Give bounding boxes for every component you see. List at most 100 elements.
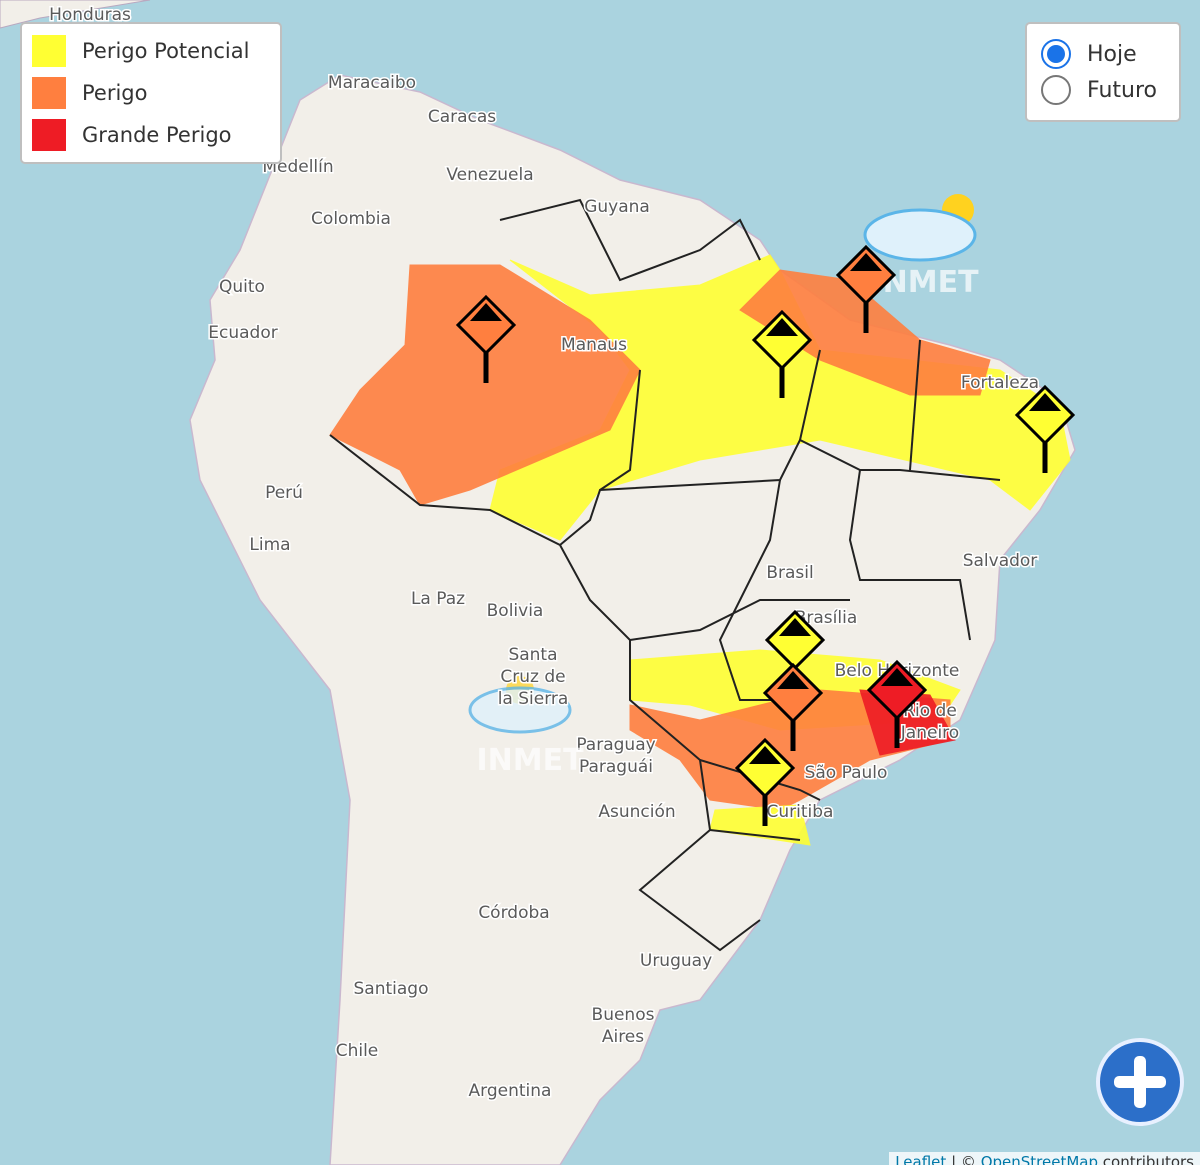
place-label-line: La Paz — [411, 589, 465, 609]
place-label: Ecuador — [208, 323, 277, 343]
place-label-line: Lima — [249, 535, 290, 555]
attribution: Leaflet | © OpenStreetMap contributors — [889, 1152, 1200, 1165]
day-option[interactable]: Futuro — [1027, 72, 1179, 108]
place-label: Bolivia — [487, 601, 544, 621]
legend: Perigo Potencial Perigo Grande Perigo — [20, 22, 282, 164]
marker-icon — [766, 318, 798, 336]
place-label: Chile — [336, 1041, 379, 1061]
marker-sign — [751, 309, 813, 371]
place-label-line: Caracas — [428, 107, 496, 127]
marker-icon — [850, 253, 882, 271]
place-label-line: Ecuador — [208, 323, 277, 343]
marker-sign — [455, 294, 517, 356]
place-label-line: Fortaleza — [961, 373, 1039, 393]
place-label: La Paz — [411, 589, 465, 609]
marker-icon — [779, 618, 811, 636]
place-label-line: Asunción — [598, 802, 675, 822]
alert-marker[interactable] — [835, 244, 897, 333]
place-label: Fortaleza — [961, 373, 1039, 393]
alert-marker[interactable] — [1014, 384, 1076, 473]
place-label-line: Brasília — [795, 608, 858, 628]
place-label: Colombia — [311, 209, 391, 229]
alert-marker[interactable] — [751, 309, 813, 398]
place-label: São Paulo — [805, 763, 888, 783]
place-label: Córdoba — [478, 903, 549, 923]
watermark: INMET — [476, 743, 584, 778]
alert-marker[interactable] — [455, 294, 517, 383]
legend-item: Grande Perigo — [22, 114, 280, 156]
day-selector: Hoje Futuro — [1025, 22, 1181, 122]
legend-label: Perigo Potencial — [82, 39, 250, 63]
place-label-line: Salvador — [963, 551, 1038, 571]
place-label-line: Manaus — [561, 335, 627, 355]
place-label: Caracas — [428, 107, 496, 127]
place-label: Paraguay Paraguái — [576, 735, 655, 777]
place-label-line: Venezuela — [446, 165, 533, 185]
place-label-line: Maracaibo — [328, 73, 416, 93]
alert-markers — [455, 244, 1076, 826]
leaflet-link[interactable]: Leaflet — [895, 1153, 947, 1165]
place-label-line: Cruz de — [500, 667, 565, 687]
marker-sign — [734, 737, 796, 799]
place-label: Manaus — [561, 335, 627, 355]
marker-icon — [777, 671, 809, 689]
legend-swatch — [32, 119, 66, 151]
place-label-line: Santiago — [354, 979, 429, 999]
place-label-line: Aires — [602, 1027, 644, 1047]
legend-item: Perigo — [22, 72, 280, 114]
place-label: Salvador — [963, 551, 1038, 571]
osm-link[interactable]: OpenStreetMap — [980, 1153, 1098, 1165]
place-label-line: Perú — [265, 483, 303, 503]
place-label-line: Uruguay — [640, 951, 712, 971]
alert-marker[interactable] — [762, 662, 824, 751]
place-label: Rio de Janeiro — [900, 701, 959, 743]
place-label-line: Quito — [219, 277, 265, 297]
place-label-line: la Sierra — [498, 689, 569, 709]
place-label: Argentina — [469, 1081, 552, 1101]
place-label-line: Janeiro — [900, 723, 959, 743]
day-option-label: Futuro — [1087, 77, 1157, 103]
place-label: Brasília — [795, 608, 858, 628]
attribution-suffix: contributors — [1102, 1153, 1194, 1165]
marker-sign — [1014, 384, 1076, 446]
place-label: Quito — [219, 277, 265, 297]
brazil-borders — [329, 198, 1001, 952]
land-central-america — [0, 0, 151, 29]
legend-swatch — [32, 35, 66, 67]
place-label: Perú — [265, 483, 303, 503]
place-label: Guyana — [584, 197, 650, 217]
place-label-line: Rio de — [903, 701, 957, 721]
alert-zone — [329, 264, 641, 506]
place-label: Asunción — [598, 802, 675, 822]
alert-zone — [709, 804, 811, 846]
day-option[interactable]: Hoje — [1027, 36, 1179, 72]
place-label: Maracaibo — [328, 73, 416, 93]
place-label-line: Paraguái — [579, 757, 653, 777]
place-label-line: Argentina — [469, 1081, 552, 1101]
marker-icon — [1029, 393, 1061, 411]
place-label: Brasil — [766, 563, 813, 583]
place-label-line: Colombia — [311, 209, 391, 229]
radio-button[interactable] — [1041, 39, 1071, 69]
inmet-logo — [468, 194, 977, 734]
place-label-line: Honduras — [49, 5, 131, 25]
place-label-line: Bolivia — [487, 601, 544, 621]
marker-sign — [762, 662, 824, 724]
place-label: Honduras — [49, 5, 131, 25]
alert-marker[interactable] — [866, 659, 928, 748]
place-label-line: Chile — [336, 1041, 379, 1061]
place-label-line: Santa — [508, 645, 557, 665]
marker-icon — [470, 303, 502, 321]
place-label-line: Córdoba — [478, 903, 549, 923]
marker-icon — [749, 746, 781, 764]
place-label: Curitiba — [767, 802, 834, 822]
radio-button[interactable] — [1041, 75, 1071, 105]
place-label: Santa Cruz de la Sierra — [498, 645, 569, 709]
legend-item: Perigo Potencial — [22, 30, 280, 72]
day-option-label: Hoje — [1087, 41, 1137, 67]
zoom-button[interactable] — [1096, 1038, 1184, 1126]
place-label: Venezuela — [446, 165, 533, 185]
alert-marker[interactable] — [734, 737, 796, 826]
